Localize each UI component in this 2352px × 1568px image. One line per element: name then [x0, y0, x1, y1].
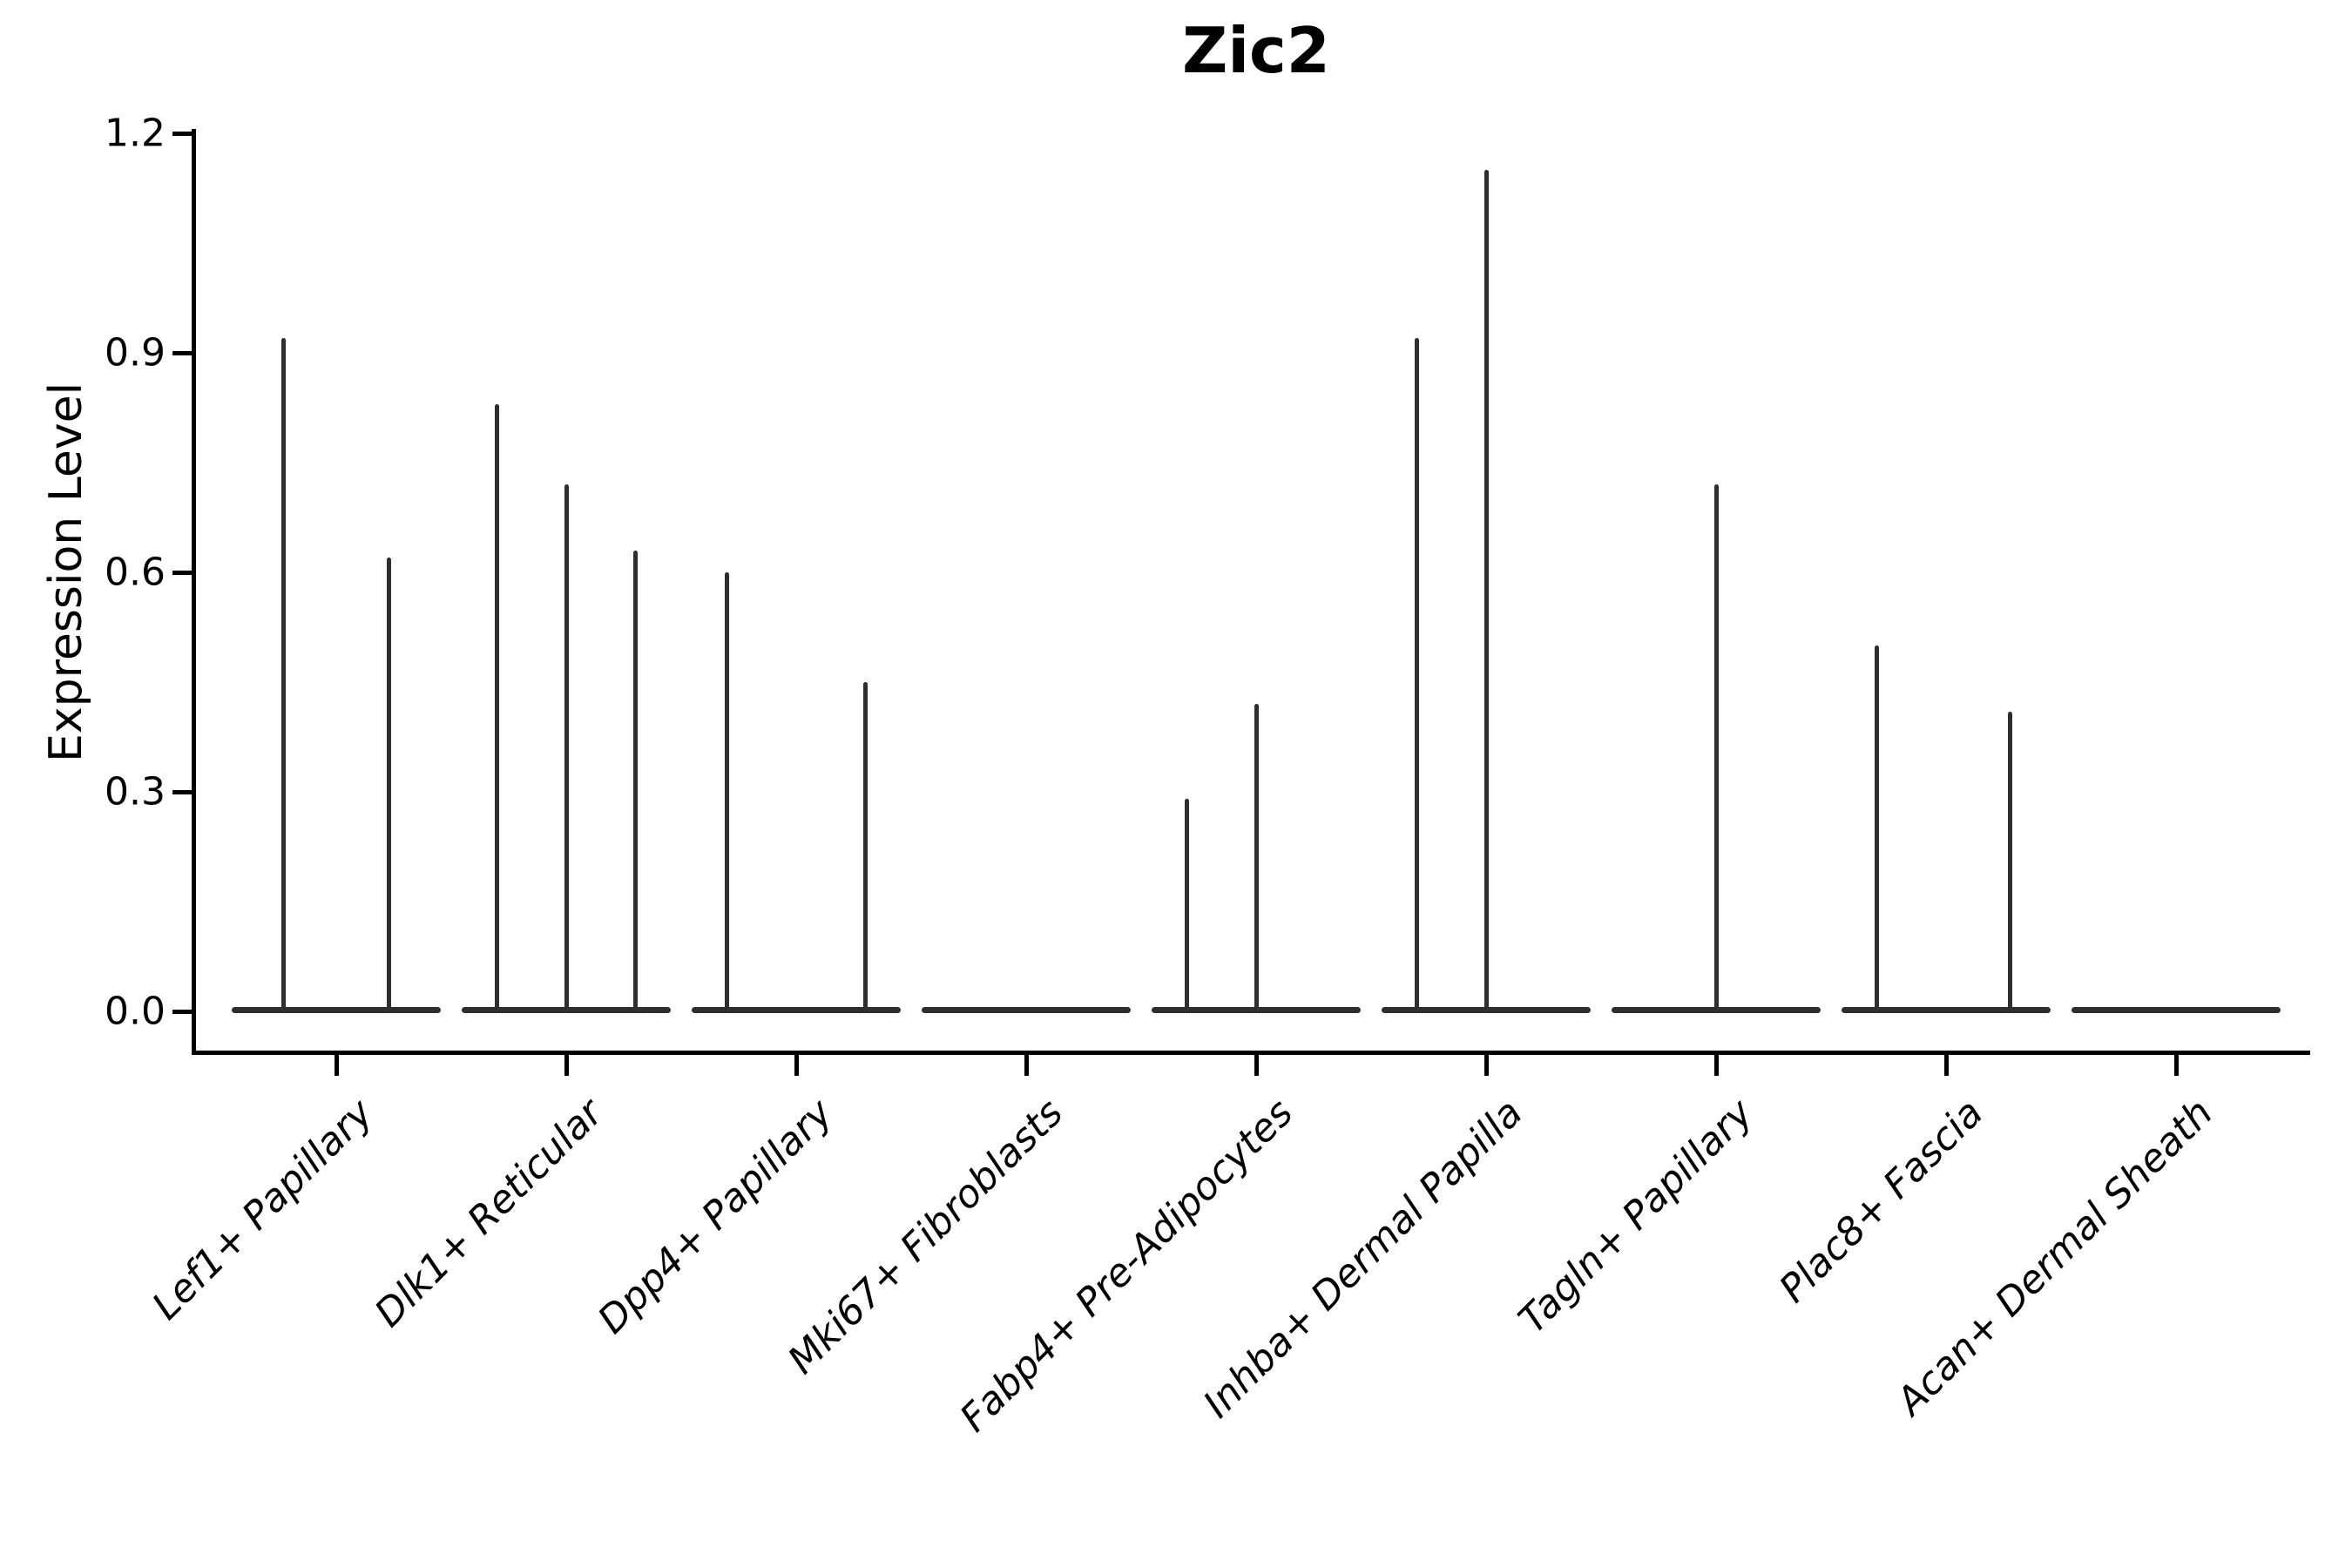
x-tick-label: Lef1+ Papillary [144, 1091, 382, 1329]
x-tick-mark [335, 1055, 339, 1076]
y-tick-label: 0.9 [105, 330, 166, 375]
violin-base [232, 1007, 441, 1013]
y-tick-mark [172, 351, 192, 355]
violin-spike [280, 338, 286, 1013]
x-tick-mark [1254, 1055, 1259, 1076]
x-tick-mark [1484, 1055, 1489, 1076]
violin-spike [495, 403, 500, 1013]
violin-spike [862, 682, 868, 1013]
y-tick-label: 0.6 [105, 550, 166, 595]
violin-spike [2008, 711, 2013, 1013]
violin-spike [1185, 799, 1190, 1013]
y-tick-mark [172, 132, 192, 136]
violin-spike [1415, 338, 1420, 1013]
x-tick-mark [1714, 1055, 1719, 1076]
x-tick-mark [794, 1055, 799, 1076]
y-tick-mark [172, 790, 192, 794]
x-tick-mark [1024, 1055, 1029, 1076]
y-tick-label: 0.0 [105, 989, 166, 1034]
y-tick-mark [172, 1010, 192, 1014]
y-tick-mark [172, 571, 192, 575]
violin-spike [725, 572, 730, 1013]
chart-title: Zic2 [1182, 14, 1330, 87]
x-tick-label: Dpp4+ Papillary [590, 1091, 842, 1343]
x-axis-line [192, 1051, 2310, 1055]
x-tick-mark [2174, 1055, 2179, 1076]
violin-base [692, 1007, 901, 1013]
x-tick-label: Dlk1+ Reticular [366, 1091, 612, 1336]
violin-base [922, 1007, 1131, 1013]
violin-base [2072, 1007, 2281, 1013]
x-tick-mark [564, 1055, 569, 1076]
violin-spike [564, 484, 569, 1013]
violin-base [1842, 1007, 2051, 1013]
violin-spike [1484, 170, 1489, 1013]
x-tick-label: Tagln+ Papillary [1510, 1091, 1762, 1342]
y-axis-line [192, 129, 196, 1055]
violin-spike [387, 558, 392, 1013]
x-tick-label: Plac8+ Fascia [1770, 1091, 1992, 1312]
violin-spike [1254, 704, 1259, 1013]
y-tick-label: 0.3 [105, 769, 166, 814]
violin-spike [1713, 484, 1719, 1013]
x-tick-mark [1944, 1055, 1949, 1076]
y-tick-label: 1.2 [105, 111, 166, 156]
violin-spike [632, 550, 638, 1013]
violin-spike [1875, 645, 1880, 1013]
